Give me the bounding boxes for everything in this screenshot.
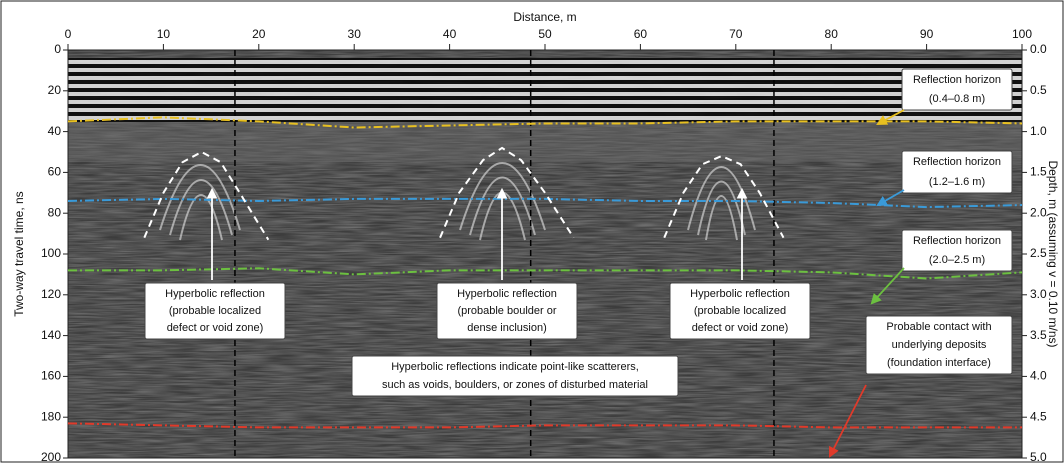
- y2-tick-label: 4.5: [1030, 409, 1047, 423]
- annotation-text: defect or void zone): [692, 322, 789, 334]
- y-tick-label: 180: [41, 409, 61, 423]
- y-tick-label: 80: [48, 205, 62, 219]
- x-tick-label: 10: [157, 27, 171, 41]
- y2-tick-label: 1.5: [1030, 165, 1047, 179]
- y-tick-label: 100: [41, 246, 61, 260]
- x-tick-label: 70: [729, 27, 743, 41]
- x-tick-label: 0: [65, 27, 72, 41]
- y-tick-label: 120: [41, 287, 61, 301]
- x-tick-label: 100: [1012, 27, 1032, 41]
- annotation-text: (0.4–0.8 m): [929, 93, 985, 105]
- annotation-text: Hyperbolic reflections indicate point-li…: [391, 361, 639, 373]
- y-tick-label: 20: [48, 83, 62, 97]
- x-tick-label: 90: [920, 27, 934, 41]
- annotation-box: [901, 150, 1013, 194]
- annotation-text: Hyperbolic reflection: [457, 288, 557, 300]
- annotation-text: dense inclusion): [467, 322, 547, 334]
- reflection-line: [67, 116, 1023, 129]
- y2-tick-label: 3.0: [1030, 287, 1047, 301]
- annotation-text: such as voids, boulders, or zones of dis…: [382, 379, 648, 391]
- annotation-text: (2.0–2.5 m): [929, 254, 985, 266]
- annotation-text: (1.2–1.6 m): [929, 176, 985, 188]
- reflection-line: [67, 422, 1022, 429]
- annotation-text: Hyperbolic reflection: [165, 288, 265, 300]
- annotation-text: (probable boulder or: [457, 305, 556, 317]
- reflection-line: [439, 146, 575, 239]
- reflection-line: [663, 154, 785, 239]
- annotation-box: [351, 355, 679, 397]
- annotation-text: (probable localized: [694, 305, 786, 317]
- y2-tick-label: 4.0: [1030, 369, 1047, 383]
- arrows: [206, 109, 905, 458]
- y-tick-label: 40: [48, 124, 62, 138]
- x-tick-label: 30: [348, 27, 362, 41]
- annotation-text: (probable localized: [169, 305, 261, 317]
- reflection-line: [143, 150, 270, 241]
- annotation-text: Probable contact with: [886, 321, 991, 333]
- annotation-text: defect or void zone): [167, 322, 264, 334]
- y2-tick-label: 0.5: [1030, 83, 1047, 97]
- y-tick-label: 60: [48, 165, 62, 179]
- annotation-box: [865, 315, 1013, 375]
- annotation-text: Reflection horizon: [913, 156, 1001, 168]
- y-tick-label: 200: [41, 450, 61, 463]
- y2-tick-label: 2.5: [1030, 246, 1047, 260]
- reflection-line: [68, 267, 1023, 280]
- annotation-text: Reflection horizon: [913, 74, 1001, 86]
- y2-tick-label: 1.0: [1030, 124, 1047, 138]
- x-tick-label: 40: [443, 27, 457, 41]
- x-tick-label: 60: [634, 27, 648, 41]
- x-tick-label: 50: [538, 27, 552, 41]
- y-tick-label: 0: [54, 42, 61, 56]
- y2-tick-label: 5.0: [1030, 450, 1047, 463]
- annotation-text: Hyperbolic reflection: [690, 288, 790, 300]
- x-axis-title: Distance, m: [513, 10, 576, 24]
- y2-tick-label: 3.5: [1030, 328, 1047, 342]
- x-tick-label: 80: [825, 27, 839, 41]
- annotation-box: [669, 282, 811, 340]
- y-axis-title: Two-way travel time, ns: [12, 191, 26, 316]
- annotation-box: [901, 229, 1013, 272]
- annotation-box: [436, 282, 578, 340]
- y2-tick-label: 0.0: [1030, 42, 1047, 56]
- y2-axis-title: Depth, m (assuming v = 0.10 m/ns): [1046, 160, 1060, 347]
- annotation-text: underlying deposits: [892, 339, 987, 351]
- reflection-line: [67, 197, 1023, 209]
- annotation-text: Reflection horizon: [913, 235, 1001, 247]
- y-tick-label: 160: [41, 369, 61, 383]
- y2-tick-label: 2.0: [1030, 205, 1047, 219]
- annotation-text: (foundation interface): [887, 357, 991, 369]
- annotation-box: [144, 282, 286, 340]
- y-tick-label: 140: [41, 328, 61, 342]
- x-tick-label: 20: [252, 27, 266, 41]
- annotation-box: [901, 68, 1013, 111]
